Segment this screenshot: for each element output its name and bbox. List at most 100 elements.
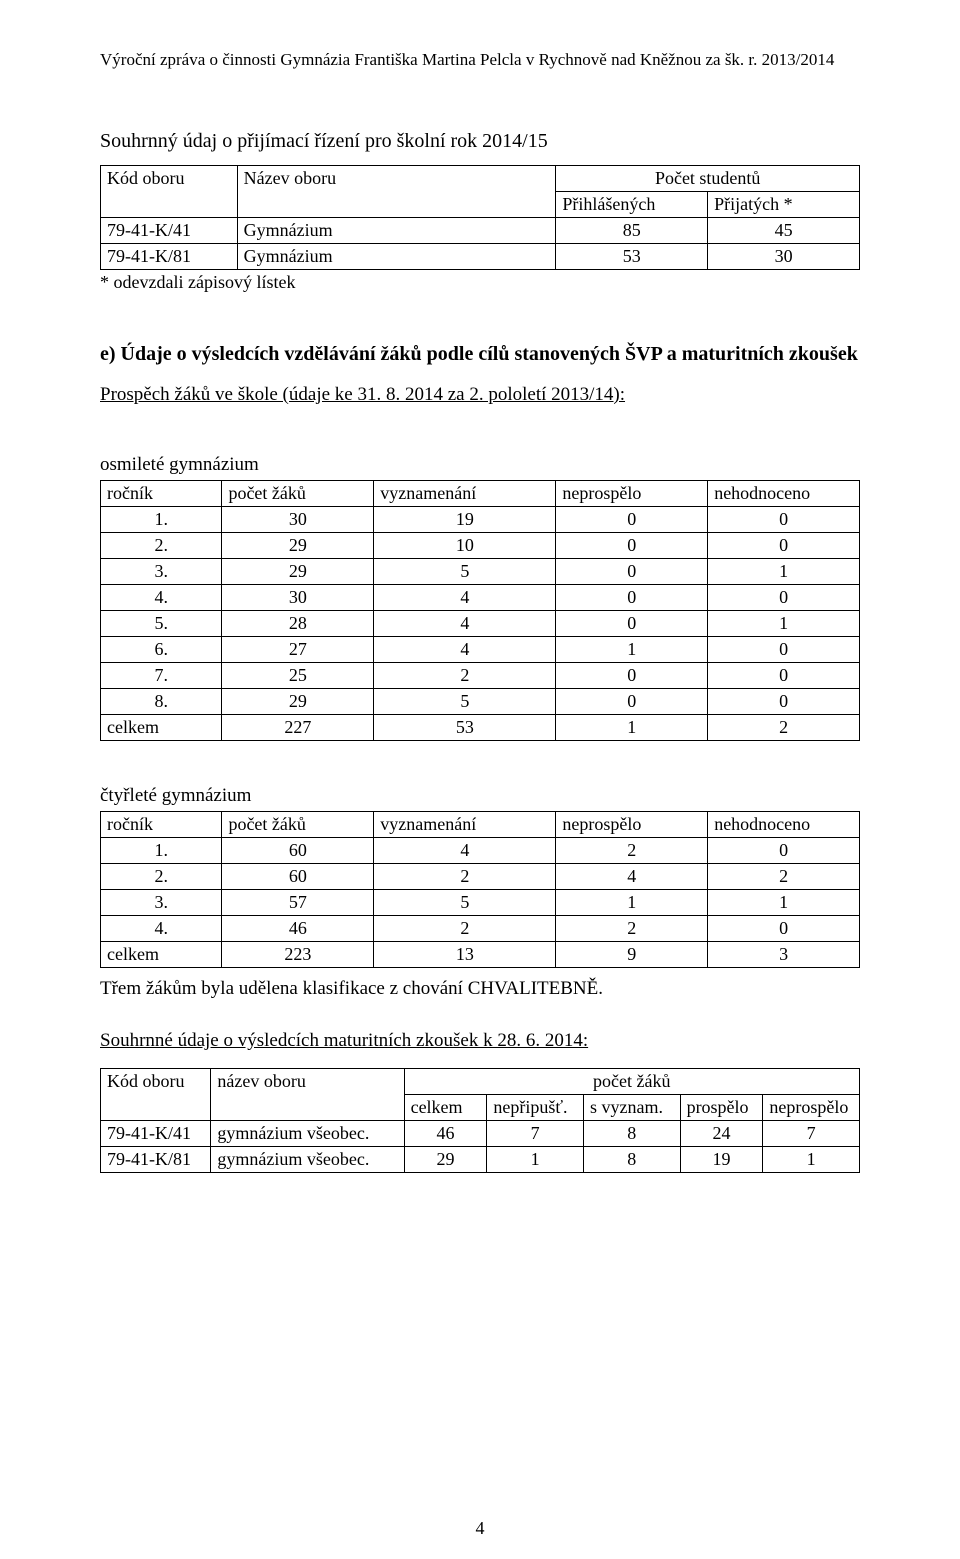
cell: celkem	[101, 942, 222, 968]
cell: 29	[222, 689, 374, 715]
cell: 30	[222, 585, 374, 611]
table-row: 79-41-K/81 Gymnázium 53 30	[101, 244, 860, 270]
col-rocnik: ročník	[101, 812, 222, 838]
cell: 0	[556, 507, 708, 533]
col-prij: Přijatých *	[708, 192, 860, 218]
cell: 7	[763, 1121, 860, 1147]
col-nehod: nehodnoceno	[708, 481, 860, 507]
cell: 1	[708, 611, 860, 637]
cell: 8	[583, 1121, 680, 1147]
table-row: 1.60420	[101, 838, 860, 864]
cell: 25	[222, 663, 374, 689]
cell: 227	[222, 715, 374, 741]
col-nepr: neprospělo	[556, 812, 708, 838]
cell: 4	[374, 585, 556, 611]
cell: Gymnázium	[237, 244, 556, 270]
cell: 29	[222, 533, 374, 559]
cell: 0	[556, 585, 708, 611]
cell: 30	[708, 244, 860, 270]
cell: 8	[583, 1147, 680, 1173]
cell: 2.	[101, 533, 222, 559]
cell: 29	[222, 559, 374, 585]
col-kod: Kód oboru	[101, 166, 238, 218]
cell: 46	[222, 916, 374, 942]
cell: 4.	[101, 585, 222, 611]
cell: 2	[374, 916, 556, 942]
cell: 0	[556, 559, 708, 585]
cell: 2	[374, 663, 556, 689]
col-vyzn: vyznamenání	[374, 812, 556, 838]
prospech-line: Prospěch žáků ve škole (údaje ke 31. 8. …	[100, 384, 625, 405]
col-pocet: počet žáků	[222, 481, 374, 507]
cell: 1.	[101, 838, 222, 864]
table-row: 7.25200	[101, 663, 860, 689]
cell: 1.	[101, 507, 222, 533]
cell: 0	[708, 507, 860, 533]
cell: 9	[556, 942, 708, 968]
chvalitebne-note: Třem žákům byla udělena klasifikace z ch…	[100, 978, 860, 1000]
cell: 5	[374, 689, 556, 715]
cell: 2	[708, 715, 860, 741]
cell: 85	[556, 218, 708, 244]
maturita-table: Kód oboru název oboru počet žáků celkem …	[100, 1068, 860, 1173]
table-row-total: celkem2231393	[101, 942, 860, 968]
cell: 13	[374, 942, 556, 968]
cell: 30	[222, 507, 374, 533]
cell: 28	[222, 611, 374, 637]
table-row: 79-41-K/41 Gymnázium 85 45	[101, 218, 860, 244]
cell: 60	[222, 838, 374, 864]
cell: 19	[374, 507, 556, 533]
cell: 1	[556, 890, 708, 916]
col-prosp: prospělo	[680, 1095, 763, 1121]
table-row: 4.46220	[101, 916, 860, 942]
cell: 60	[222, 864, 374, 890]
cell: 46	[404, 1121, 487, 1147]
cell: 4.	[101, 916, 222, 942]
table-row: 2.291000	[101, 533, 860, 559]
col-nepr: neprospělo	[556, 481, 708, 507]
col-rocnik: ročník	[101, 481, 222, 507]
cell: 3.	[101, 559, 222, 585]
cell: 5	[374, 890, 556, 916]
cell: 7	[487, 1121, 584, 1147]
cell: 0	[708, 838, 860, 864]
admissions-table: Kód oboru Název oboru Počet studentů Při…	[100, 165, 860, 270]
osm-table: ročník počet žáků vyznamenání neprospělo…	[100, 480, 860, 741]
cell: 0	[708, 689, 860, 715]
cell: 0	[556, 689, 708, 715]
col-kod: Kód oboru	[101, 1069, 211, 1121]
cell: 79-41-K/81	[101, 244, 238, 270]
cell: gymnázium všeobec.	[211, 1147, 404, 1173]
cell: 79-41-K/41	[101, 218, 238, 244]
admissions-title: Souhrnný údaj o přijímací řízení pro ško…	[100, 130, 860, 153]
col-celkem: celkem	[404, 1095, 487, 1121]
cell: 1	[708, 890, 860, 916]
cell: 4	[374, 637, 556, 663]
table-row: 3.57511	[101, 890, 860, 916]
cell: 27	[222, 637, 374, 663]
cell: 45	[708, 218, 860, 244]
cell: celkem	[101, 715, 222, 741]
section-e-heading: e) Údaje o výsledcích vzdělávání žáků po…	[100, 343, 860, 366]
cell: 1	[708, 559, 860, 585]
col-nazev: název oboru	[211, 1069, 404, 1121]
col-nehod: nehodnoceno	[708, 812, 860, 838]
cell: 4	[374, 611, 556, 637]
col-pocet: počet žáků	[404, 1069, 859, 1095]
cell: 29	[404, 1147, 487, 1173]
cell: 4	[556, 864, 708, 890]
osm-label: osmileté gymnázium	[100, 454, 860, 476]
table-row: 5.28401	[101, 611, 860, 637]
cell: 1	[556, 715, 708, 741]
cell: 79-41-K/81	[101, 1147, 211, 1173]
col-pocet: počet žáků	[222, 812, 374, 838]
cell: Gymnázium	[237, 218, 556, 244]
col-pocet: Počet studentů	[556, 166, 860, 192]
table-row: 79-41-K/81 gymnázium všeobec. 29 1 8 19 …	[101, 1147, 860, 1173]
cell: 0	[708, 585, 860, 611]
cell: 53	[374, 715, 556, 741]
cell: 2	[556, 838, 708, 864]
table-row: 2.60242	[101, 864, 860, 890]
cell: 3.	[101, 890, 222, 916]
cell: 24	[680, 1121, 763, 1147]
